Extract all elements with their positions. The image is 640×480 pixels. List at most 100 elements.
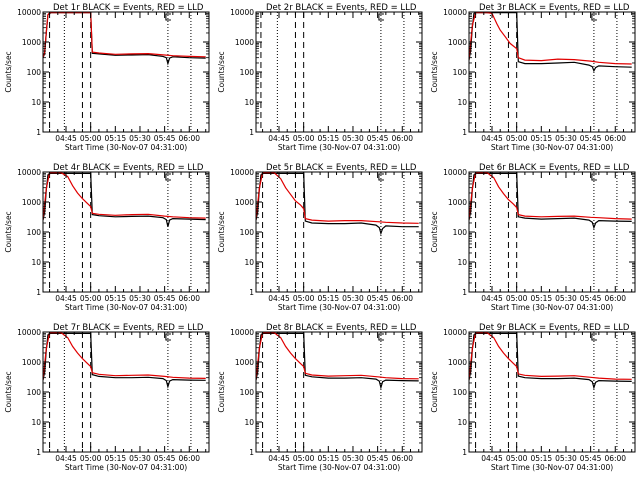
det-9-y-tick-label: 1000 [448,358,467,367]
det-6-title: Det 6r BLACK = Events, RED = LLD [479,163,630,173]
det-9-panel: Det 9r BLACK = Events, RED = LLD 1 10 100 10… [430,323,636,472]
det-1-x-tick-label: 05:15 [105,134,127,143]
det-5-title: Det 5r BLACK = Events, RED = LLD [266,163,417,173]
det-9-x-tick-label: 05:45 [580,454,602,463]
det-4-x-tick-label: 05:30 [129,294,151,303]
det-9-plot-frame [468,331,636,453]
det-4-x-tick-label: 05:15 [105,294,127,303]
det-8-x-tick-label: 04:45 [268,454,290,463]
det-7-y-tick-label: 1000 [22,358,41,367]
det-3-title: Det 3r BLACK = Events, RED = LLD [479,3,630,13]
det-2-y-tick-label: 1000 [235,38,254,47]
det-8-title: Det 8r BLACK = Events, RED = LLD [266,323,417,333]
det-2-x-tick-label: 05:00 [293,134,315,143]
det-2-panel: Det 2r BLACK = Events, RED = LLD 1 10 100 10… [217,3,423,152]
det-2-x-tick-label: 05:30 [342,134,364,143]
det-5-y-tick-label: 1000 [235,198,254,207]
det-7-y-tick-label: 1 [36,448,41,457]
det-6-x-tick-label: 06:00 [604,294,626,303]
det-1-x-tick-label: 04:45 [55,134,77,143]
det-7-x-axis-label: Start Time (30-Nov-07 04:31:00) [65,463,187,472]
det-4-lld-line [43,172,206,220]
det-3-bracket-mark [591,13,597,21]
det-4-y-tick-label: 10000 [17,168,41,177]
det-2-y-tick-label: 10 [244,98,254,107]
det-3-y-tick-label: 1000 [448,38,467,47]
det-4-x-tick-label: 04:45 [55,294,77,303]
det-5-y-tick-label: 10 [244,258,254,267]
det-9-x-tick-label: 04:45 [481,454,503,463]
det-7-y-tick-label: 10 [31,418,41,427]
det-5-panel: Det 5r BLACK = Events, RED = LLD 1 10 100 10… [217,163,423,312]
det-6-bracket-mark [591,173,597,181]
det-2-y-tick-label: 1 [249,128,254,137]
det-3-plot-frame [468,11,636,133]
det-5-y-tick-label: 100 [240,228,255,237]
det-3-x-tick-label: 05:15 [531,134,553,143]
det-6-events-line [469,172,632,230]
det-1-y-tick-label: 1 [36,128,41,137]
det-6-lld-line [469,172,632,220]
det-5-y-tick-label: 10000 [230,168,254,177]
det-1-lld-line [43,12,206,58]
det-6-y-tick-label: 10000 [443,168,467,177]
det-3-y-axis-label: Counts/sec [430,51,439,92]
det-3-y-tick-label: 1 [462,128,467,137]
det-4-plot-frame [42,171,210,293]
det-5-events-line [256,172,419,236]
det-5-x-tick-label: 05:00 [293,294,315,303]
det-4-events-line [43,172,206,227]
det-5-lld-line [256,172,419,224]
det-7-x-tick-label: 04:45 [55,454,77,463]
det-1-y-tick-label: 10 [31,98,41,107]
det-6-x-tick-label: 05:45 [580,294,602,303]
det-8-x-tick-label: 06:00 [391,454,413,463]
det-6-y-tick-label: 100 [453,228,468,237]
det-9-y-axis-label: Counts/sec [430,371,439,412]
det-9-y-tick-label: 1 [462,448,467,457]
det-4-x-tick-label: 06:00 [178,294,200,303]
det-2-x-axis-label: Start Time (30-Nov-07 04:31:00) [278,143,400,152]
det-4-y-tick-label: 1 [36,288,41,297]
det-6-y-tick-label: 10 [457,258,467,267]
det-6-y-tick-label: 1 [462,288,467,297]
det-1-y-tick-label: 100 [27,68,42,77]
det-9-events-line [469,332,632,390]
det-1-x-tick-label: 05:45 [154,134,176,143]
det-7-x-tick-label: 05:15 [105,454,127,463]
det-8-x-tick-label: 05:15 [318,454,340,463]
det-1-bracket-mark [165,13,171,21]
det-3-y-tick-label: 100 [453,68,468,77]
det-8-y-tick-label: 1000 [235,358,254,367]
det-1-y-tick-label: 10000 [17,8,41,17]
det-5-x-tick-label: 06:00 [391,294,413,303]
det-7-events-line [43,332,206,389]
det-4-x-axis-label: Start Time (30-Nov-07 04:31:00) [65,303,187,312]
det-1-panel: Det 1r BLACK = Events, RED = LLD 1 10 100 10… [4,3,210,152]
det-7-y-axis-label: Counts/sec [4,371,13,412]
det-4-panel: Det 4r BLACK = Events, RED = LLD 1 10 100 10… [4,163,210,312]
det-4-title: Det 4r BLACK = Events, RED = LLD [53,163,204,173]
det-9-x-tick-label: 05:30 [555,454,577,463]
det-9-x-axis-label: Start Time (30-Nov-07 04:31:00) [491,463,613,472]
det-9-title: Det 9r BLACK = Events, RED = LLD [479,323,630,333]
det-1-y-tick-label: 1000 [22,38,41,47]
det-1-title: Det 1r BLACK = Events, RED = LLD [53,3,204,13]
det-3-events-line [469,12,632,73]
det-8-plot-frame [255,331,423,453]
det-8-x-tick-label: 05:00 [293,454,315,463]
det-8-bracket-mark [378,333,384,341]
det-2-x-tick-label: 06:00 [391,134,413,143]
det-3-y-tick-label: 10000 [443,8,467,17]
det-6-x-axis-label: Start Time (30-Nov-07 04:31:00) [491,303,613,312]
det-8-y-tick-label: 10000 [230,328,254,337]
det-3-y-tick-label: 10 [457,98,467,107]
det-2-x-tick-label: 05:15 [318,134,340,143]
det-3-lld-line [469,12,632,65]
det-5-x-tick-label: 05:15 [318,294,340,303]
det-9-y-tick-label: 100 [453,388,468,397]
det-5-bracket-mark [378,173,384,181]
det-7-plot-frame [42,331,210,453]
det-2-y-axis-label: Counts/sec [217,51,226,92]
det-5-x-tick-label: 05:45 [367,294,389,303]
